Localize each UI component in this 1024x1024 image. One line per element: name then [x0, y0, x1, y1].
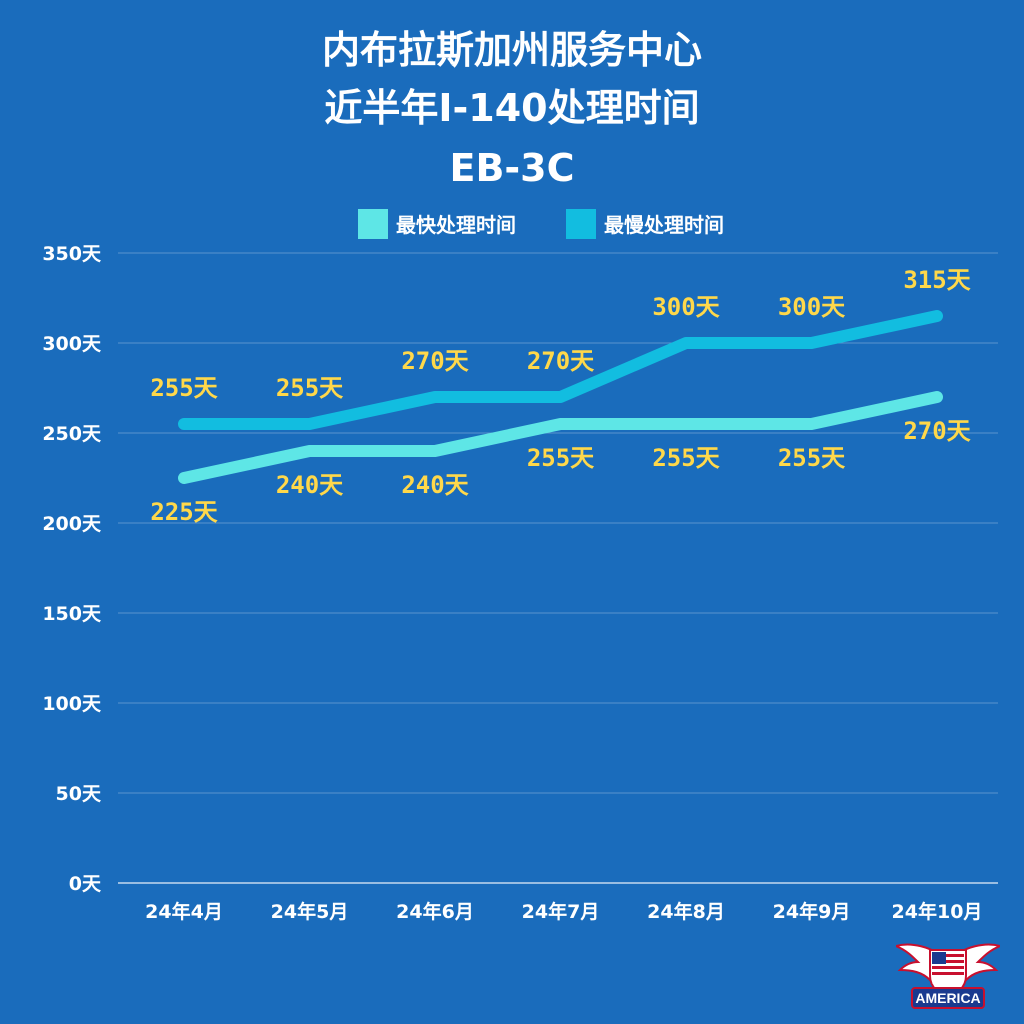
legend-swatch — [566, 209, 596, 239]
x-tick-label: 24年9月 — [773, 900, 851, 923]
logo-bottom-text: AMERICA — [915, 990, 980, 1006]
legend-swatch — [358, 209, 388, 239]
easy-go-america-logo: EASY GO AMERICA — [896, 938, 1000, 1010]
y-tick-label: 100天 — [42, 693, 102, 715]
x-tick-label: 24年10月 — [892, 900, 983, 923]
y-tick-label: 200天 — [42, 513, 102, 535]
data-label: 255天 — [150, 374, 217, 402]
logo-top-text: EASY GO — [932, 979, 964, 986]
x-axis: 24年4月 24年5月 24年6月 24年7月 24年8月 24年9月 24年10月 — [145, 900, 982, 923]
legend-label: 最慢处理时间 — [604, 213, 724, 237]
data-label: 255天 — [778, 444, 845, 472]
data-label: 255天 — [652, 444, 719, 472]
data-labels: 225天 240天 240天 255天 255天 255天 270天 255天 255天 270天… — [150, 266, 970, 526]
data-label: 270天 — [527, 347, 594, 375]
y-tick-label: 350天 — [42, 243, 102, 265]
x-tick-label: 24年6月 — [396, 900, 474, 923]
chart-title-line-2: 近半年I-140处理时间 — [324, 86, 700, 130]
x-tick-label: 24年8月 — [647, 900, 725, 923]
x-tick-label: 24年5月 — [271, 900, 349, 923]
y-tick-label: 150天 — [42, 603, 102, 625]
y-tick-label: 300天 — [42, 333, 102, 355]
y-tick-label: 250天 — [42, 423, 102, 445]
data-label: 255天 — [527, 444, 594, 472]
data-label: 240天 — [276, 471, 343, 499]
data-label: 270天 — [903, 417, 970, 445]
x-tick-label: 24年4月 — [145, 900, 223, 923]
data-label: 240天 — [401, 471, 468, 499]
y-axis: 0天 50天 100天 150天 200天 250天 300天 350天 — [42, 243, 102, 895]
data-label: 315天 — [903, 266, 970, 294]
data-label: 270天 — [401, 347, 468, 375]
winged-flag-shield-icon: EASY GO AMERICA — [896, 943, 1000, 1009]
legend-label: 最快处理时间 — [396, 213, 516, 237]
chart-title-line-1: 内布拉斯加州服务中心 — [321, 28, 702, 72]
y-tick-label: 0天 — [69, 873, 102, 895]
series-lines — [178, 310, 943, 484]
data-label: 255天 — [276, 374, 343, 402]
y-tick-label: 50天 — [56, 783, 102, 805]
data-label: 300天 — [778, 293, 845, 321]
data-label: 225天 — [150, 498, 217, 526]
x-tick-label: 24年7月 — [522, 900, 600, 923]
chart-title-line-3: EB-3C — [449, 146, 575, 190]
grid-lines — [118, 252, 998, 884]
legend: 最快处理时间 最慢处理时间 — [358, 209, 724, 239]
data-label: 300天 — [652, 293, 719, 321]
